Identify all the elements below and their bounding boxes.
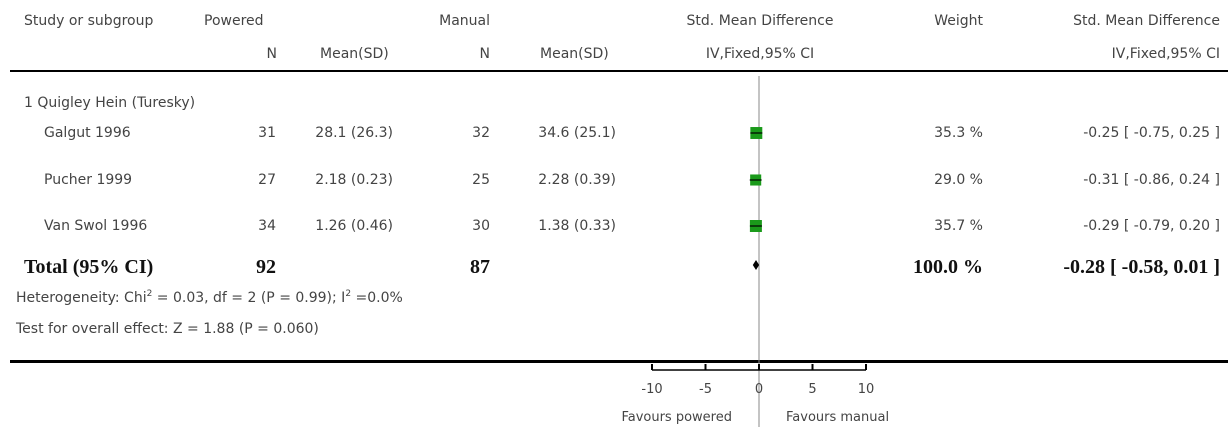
study-n2: 32	[472, 125, 490, 141]
study-mean2: 1.38 (0.33)	[538, 218, 616, 234]
study-name: Van Swol 1996	[44, 218, 148, 234]
study-n1: 34	[258, 218, 276, 234]
study-name: Pucher 1999	[44, 172, 133, 188]
heterogeneity-text: Heterogeneity: Chi2 = 0.03, df = 2 (P = …	[16, 289, 403, 306]
total-weight: 100.0 %	[913, 256, 983, 278]
subgroup-label: 1 Quigley Hein (Turesky)	[24, 95, 196, 111]
study-n1: 31	[258, 125, 276, 141]
header-weight: Weight	[934, 13, 983, 29]
header-group1: Powered	[204, 13, 264, 29]
study-mean1: 28.1 (26.3)	[315, 125, 393, 141]
tick-label: 0	[755, 382, 763, 397]
header-group2: Manual	[439, 13, 490, 29]
bottom-rule	[10, 360, 1228, 363]
total-ci: -0.28 [ -0.58, 0.01 ]	[1063, 256, 1220, 278]
study-mean1: 1.26 (0.46)	[315, 218, 393, 234]
header-smd2-sub: IV,Fixed,95% CI	[1111, 46, 1220, 62]
tick-label: -5	[699, 382, 712, 397]
tick-label: -10	[641, 382, 662, 397]
header-mean1: Mean(SD)	[320, 46, 389, 62]
study-ci: -0.29 [ -0.79, 0.20 ]	[1083, 218, 1220, 234]
header-rule	[10, 70, 1228, 72]
study-weight: 35.7 %	[934, 218, 983, 234]
study-mean2: 2.28 (0.39)	[538, 172, 616, 188]
study-weight: 29.0 %	[934, 172, 983, 188]
tick-label: 5	[808, 382, 816, 397]
header-smd-sub: IV,Fixed,95% CI	[705, 46, 815, 62]
header-smd: Std. Mean Difference	[686, 13, 834, 29]
study-ci: -0.31 [ -0.86, 0.24 ]	[1083, 172, 1220, 188]
header-n2: N	[479, 46, 490, 62]
header-n1: N	[266, 46, 277, 62]
header-mean2: Mean(SD)	[540, 46, 609, 62]
tick-label: 10	[858, 382, 875, 397]
study-n2: 30	[472, 218, 490, 234]
study-mean1: 2.18 (0.23)	[315, 172, 393, 188]
total-n2: 87	[470, 256, 490, 278]
study-ci: -0.25 [ -0.75, 0.25 ]	[1083, 125, 1220, 141]
header-study: Study or subgroup	[24, 13, 154, 29]
study-name: Galgut 1996	[44, 125, 131, 141]
pooled-diamond	[752, 260, 760, 270]
header-smd2: Std. Mean Difference	[1073, 13, 1220, 29]
overall-effect-text: Test for overall effect: Z = 1.88 (P = 0…	[16, 321, 319, 337]
study-mean2: 34.6 (25.1)	[538, 125, 616, 141]
favours-left-label: Favours powered	[621, 410, 732, 425]
study-weight: 35.3 %	[934, 125, 983, 141]
total-n1: 92	[256, 256, 276, 278]
study-n1: 27	[258, 172, 276, 188]
total-label: Total (95% CI)	[24, 256, 154, 278]
favours-right-label: Favours manual	[786, 410, 890, 425]
study-n2: 25	[472, 172, 490, 188]
